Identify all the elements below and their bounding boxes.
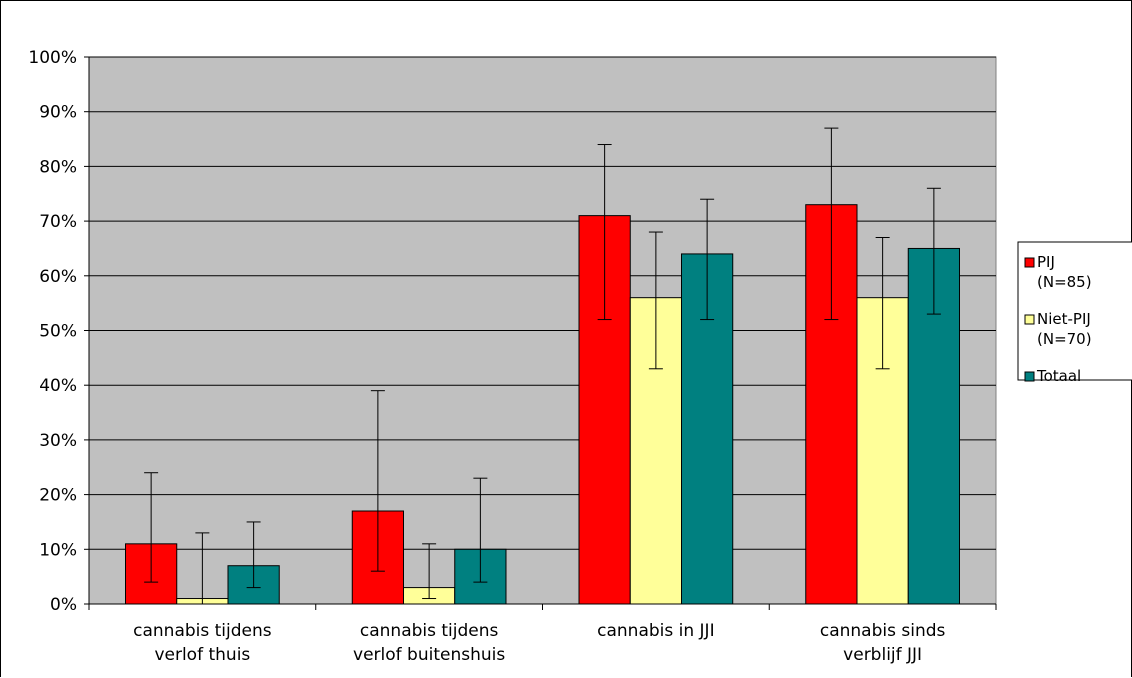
x-category-label: cannabis tijdens [360, 621, 499, 641]
legend-swatch [1024, 257, 1035, 268]
legend-label: (N=70) [1037, 330, 1092, 348]
y-tick-label: 50% [39, 322, 77, 342]
y-tick-label: 0% [50, 595, 77, 615]
error-bars [144, 127, 941, 605]
legend-swatch [1024, 314, 1035, 325]
y-tick-label: 80% [39, 157, 77, 177]
y-tick-label: 60% [39, 267, 77, 287]
legend-label: (N=85) [1037, 273, 1092, 291]
x-category-label: cannabis in JJI [597, 621, 714, 641]
y-tick-label: 20% [39, 486, 77, 506]
legend-label: Totaal [1036, 367, 1081, 385]
legend: PIJ (N=85) Niet-PIJ (N=70) Totaal [1017, 241, 1132, 385]
axes: 0% 10% 20% 30% 40% 50% 60% 70% 80% 90% 100% cannabi… [28, 48, 997, 665]
x-category-label: cannabis tijdens [133, 621, 272, 641]
x-category-label: verblijf JJI [843, 645, 922, 665]
legend-label: PIJ [1037, 253, 1055, 271]
legend-label: Niet-PIJ [1037, 310, 1091, 328]
x-category-label: verlof thuis [154, 645, 250, 665]
x-category-label: cannabis sinds [820, 621, 946, 641]
y-tick-label: 90% [39, 103, 77, 123]
y-tick-label: 40% [39, 376, 77, 396]
legend-swatch [1024, 371, 1035, 382]
legend-box [1017, 241, 1132, 381]
y-tick-label: 30% [39, 431, 77, 451]
y-tick-label: 10% [39, 540, 77, 560]
x-category-label: verlof buitenshuis [353, 645, 505, 665]
y-tick-label: 100% [28, 48, 77, 68]
y-tick-label: 70% [39, 212, 77, 232]
